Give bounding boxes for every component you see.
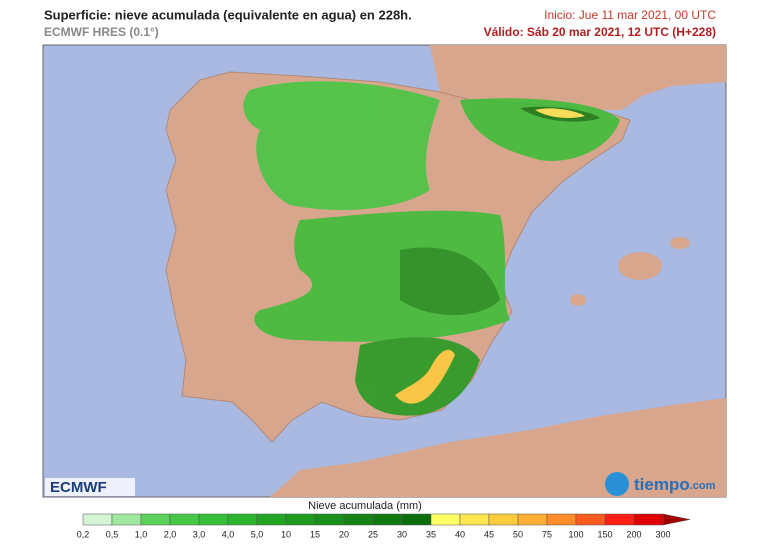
ecmwf-logo: ECMWF [45, 478, 135, 496]
colorbar-segment [575, 513, 606, 526]
colorbar-segment [459, 513, 490, 526]
colorbar-tick-label: 30 [397, 529, 407, 539]
map: ECMWF tiempo.com [42, 44, 727, 498]
valid-time: Válido: Sáb 20 mar 2021, 12 UTC (H+228) [484, 25, 716, 39]
colorbar-segment [227, 513, 258, 526]
colorbar-tick-label: 25 [368, 529, 378, 539]
colorbar-tick-label: 1,0 [135, 529, 148, 539]
colorbar-segment [604, 513, 635, 526]
colorbar-segment [198, 513, 229, 526]
model-label: ECMWF HRES (0.1°) [44, 25, 159, 39]
colorbar-tick-label: 0,2 [77, 529, 90, 539]
colorbar-tick-label: 10 [281, 529, 291, 539]
colorbar-segment [169, 513, 200, 526]
colorbar-tick-label: 40 [455, 529, 465, 539]
tiempo-suffix: .com [690, 480, 716, 492]
colorbar-segment [517, 513, 548, 526]
colorbar-tick-label: 5,0 [251, 529, 264, 539]
ibiza [570, 294, 586, 306]
snow-field [243, 81, 620, 416]
colorbar-segment [372, 513, 403, 526]
colorbar-tick-label: 20 [339, 529, 349, 539]
tiempo-name: tiempo [634, 475, 690, 494]
colorbar: 0,2 0,5 1,0 2,0 3,0 4,0 5,0 10 15 20 25 30 35 40 45 50 7… [77, 513, 691, 539]
colorbar-tick-label: 15 [310, 529, 320, 539]
colorbar-tick-label: 35 [426, 529, 436, 539]
colorbar-arrow [662, 513, 691, 526]
colorbar-tick-label: 2,0 [164, 529, 177, 539]
colorbar-segment [314, 513, 345, 526]
colorbar-tick-label: 0,5 [106, 529, 119, 539]
colorbar-segment [343, 513, 374, 526]
colorbar-segment [256, 513, 287, 526]
colorbar-segment [111, 513, 142, 526]
mallorca [618, 252, 662, 280]
map-title: Superficie: nieve acumulada (equivalente… [44, 7, 412, 22]
colorbar-segment [285, 513, 316, 526]
colorbar-tick-label: 300 [655, 529, 670, 539]
colorbar-segment [488, 513, 519, 526]
menorca [670, 237, 690, 249]
colorbar-segment [633, 513, 664, 526]
france [430, 45, 726, 110]
colorbar-tick-label: 45 [484, 529, 494, 539]
colorbar-segment [82, 513, 113, 526]
colorbar-segment [401, 513, 432, 526]
tiempo-text: tiempo.com [634, 475, 716, 494]
colorbar-tick-label: 4,0 [222, 529, 235, 539]
africa [270, 398, 726, 497]
colorbar-tick-label: 3,0 [193, 529, 206, 539]
colorbar-tick-label: 100 [568, 529, 583, 539]
colorbar-tick-label: 75 [542, 529, 552, 539]
colorbar-segment [546, 513, 577, 526]
legend-title: Nieve acumulada (mm) [308, 500, 422, 512]
ecmwf-text: ECMWF [50, 479, 107, 496]
tiempo-logo: tiempo.com [605, 472, 716, 496]
colorbar-tick-label: 200 [626, 529, 641, 539]
colorbar-segment [430, 513, 461, 526]
colorbar-tick-label: 150 [597, 529, 612, 539]
colorbar-tick-label: 50 [513, 529, 523, 539]
colorbar-segment [140, 513, 171, 526]
init-time: Inicio: Jue 11 mar 2021, 00 UTC [544, 8, 716, 22]
